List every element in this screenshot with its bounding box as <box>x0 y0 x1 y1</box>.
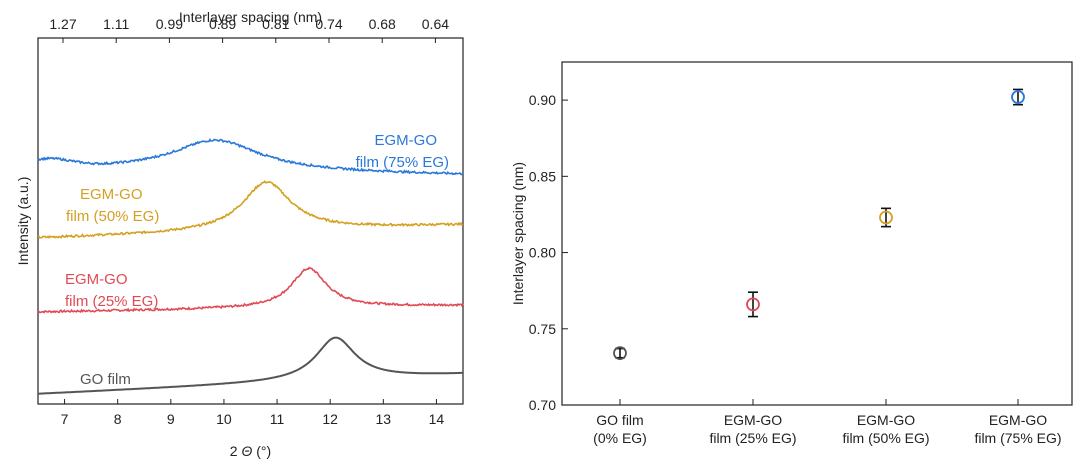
x-axis-label: 2 Θ (°) <box>230 443 271 459</box>
series-label: GO film <box>80 371 131 388</box>
top-tick-label: 0.99 <box>156 16 183 32</box>
x-tick-label: 14 <box>429 411 445 427</box>
x-category-label: GO film <box>596 412 643 428</box>
x-tick-label: 9 <box>167 411 175 427</box>
y-tick-label: 0.80 <box>529 245 556 261</box>
series-line <box>37 266 464 314</box>
x-tick-label: 10 <box>216 411 232 427</box>
top-tick-label: 0.64 <box>422 16 449 32</box>
x-category-label: EGM-GO <box>857 412 915 428</box>
x-tick-label: 13 <box>376 411 392 427</box>
top-tick-label: 0.89 <box>209 16 236 32</box>
x-category-label: EGM-GO <box>724 412 782 428</box>
series-label: film (50% EG) <box>66 208 159 225</box>
y-tick-label: 0.90 <box>529 92 556 108</box>
y-axis-label: Interlayer spacing (nm) <box>510 162 526 305</box>
x-category-label: film (25% EG) <box>709 430 796 446</box>
xrd-line-chart: 7 8 9 10 11 12 13 14 1.27 1.11 0.99 0.89 0.81 0.74 0.6… <box>15 9 464 459</box>
x-category-label: film (75% EG) <box>974 430 1061 446</box>
plot-frame <box>561 61 1073 406</box>
top-tick-label: 1.27 <box>49 16 76 32</box>
top-tick-label: 0.81 <box>262 16 289 32</box>
x-axis-label-prefix: 2 <box>230 443 242 459</box>
y-tick-label: 0.85 <box>529 168 556 184</box>
x-tick-label: 12 <box>322 411 338 427</box>
series-label: EGM-GO <box>80 186 143 203</box>
y-axis-label: Intensity (a.u.) <box>15 177 31 266</box>
top-tick-label: 0.68 <box>369 16 396 32</box>
data-point <box>1011 90 1025 104</box>
series-line <box>38 336 463 395</box>
series-label: EGM-GO <box>65 271 128 288</box>
x-tick-label: 8 <box>114 411 122 427</box>
top-axis-label: Interlayer spacing (nm) <box>179 9 322 25</box>
data-point <box>879 210 893 225</box>
x-tick-label: 7 <box>61 411 69 427</box>
x-tick-label: 11 <box>270 411 285 427</box>
x-axis-label-suffix: (°) <box>252 443 271 459</box>
y-tick-label: 0.70 <box>529 397 556 413</box>
top-tick-label: 0.74 <box>315 16 342 32</box>
series-label: film (25% EG) <box>65 293 158 310</box>
x-axis-label-theta: Θ <box>241 443 252 459</box>
x-category-label: (0% EG) <box>593 430 647 446</box>
series-line <box>37 138 464 176</box>
x-category-label: film (50% EG) <box>842 430 929 446</box>
y-tick-label: 0.75 <box>529 321 556 337</box>
plot-frame <box>37 37 464 405</box>
interlayer-spacing-scatter-chart: 0.70 0.75 0.80 0.85 0.90 Interlayer spacing (… <box>510 61 1073 446</box>
x-category-label: EGM-GO <box>989 412 1047 428</box>
top-tick-label: 1.11 <box>103 16 129 32</box>
series-line <box>37 179 464 240</box>
series-label: EGM-GO <box>375 132 438 149</box>
data-point <box>746 297 760 312</box>
series-label: film (75% EG) <box>356 154 449 171</box>
data-point <box>613 346 627 361</box>
